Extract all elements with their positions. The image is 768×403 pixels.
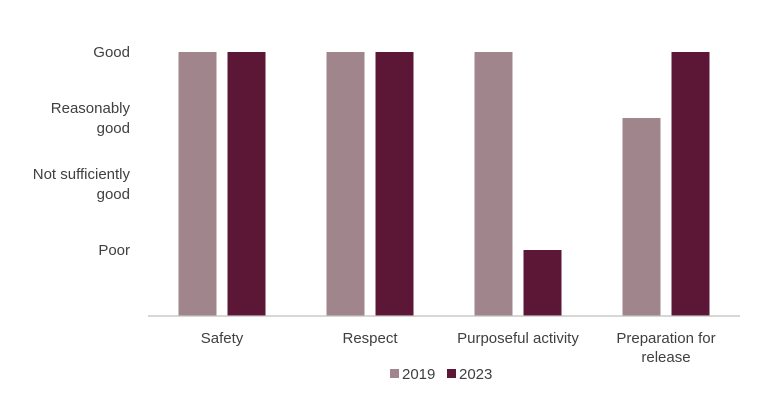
legend-swatch-2019 xyxy=(390,369,399,378)
y-tick-label-line: Reasonably xyxy=(51,100,131,117)
x-tick-label: Respect xyxy=(342,330,398,347)
legend-label-2019: 2019 xyxy=(402,366,435,383)
bar-2023 xyxy=(523,250,562,316)
legend-swatch-2023 xyxy=(447,369,456,378)
bars xyxy=(178,52,710,316)
x-tick-label-line: Safety xyxy=(201,330,244,347)
x-tick-label-line: Preparation for xyxy=(616,330,715,347)
y-tick-label-line: Good xyxy=(93,44,130,61)
legend-label-2023: 2023 xyxy=(459,366,492,383)
bar-2023 xyxy=(375,52,414,316)
x-tick-label: Purposeful activity xyxy=(457,330,579,347)
y-tick-label: Poor xyxy=(98,242,130,259)
bar-2019 xyxy=(622,118,661,316)
bar-2019 xyxy=(326,52,365,316)
x-tick-label: Safety xyxy=(201,330,244,347)
y-tick-label-line: Not sufficiently xyxy=(33,166,131,183)
bar-2019 xyxy=(178,52,217,316)
y-tick-label-line: good xyxy=(97,186,130,203)
x-axis-labels: Safety Respect Purposeful activity Preparat… xyxy=(201,330,716,366)
y-tick-label: Good xyxy=(93,44,130,61)
y-axis-labels: Good Reasonably good Not sufficiently good Po… xyxy=(33,44,131,259)
x-tick-label-line: Purposeful activity xyxy=(457,330,579,347)
y-tick-label: Not sufficiently good xyxy=(33,166,131,203)
legend: 2019 2023 xyxy=(390,366,492,383)
x-tick-label-line: release xyxy=(641,349,690,366)
x-tick-label: Preparation for release xyxy=(616,330,715,366)
bar-2019 xyxy=(474,52,513,316)
y-tick-label-line: good xyxy=(97,120,130,137)
bar-2023 xyxy=(227,52,266,316)
y-tick-label-line: Poor xyxy=(98,242,130,259)
x-tick-label-line: Respect xyxy=(342,330,398,347)
y-tick-label: Reasonably good xyxy=(51,100,131,137)
bar-2023 xyxy=(671,52,710,316)
